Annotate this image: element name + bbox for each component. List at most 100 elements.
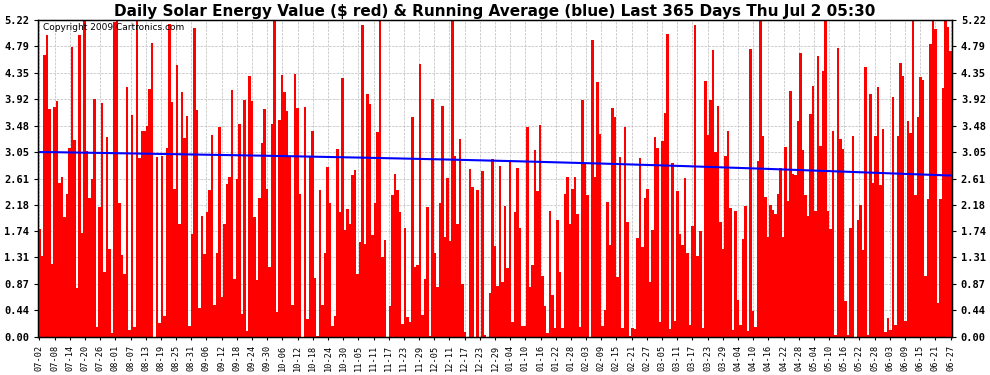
- Bar: [181, 92, 183, 337]
- Bar: [88, 198, 91, 337]
- Bar: [872, 183, 874, 337]
- Bar: [691, 226, 694, 337]
- Bar: [353, 170, 356, 337]
- Bar: [809, 114, 812, 337]
- Bar: [789, 91, 792, 337]
- Bar: [46, 35, 49, 337]
- Bar: [569, 224, 571, 337]
- Bar: [141, 131, 144, 337]
- Bar: [884, 332, 887, 337]
- Bar: [812, 86, 814, 337]
- Bar: [935, 28, 937, 337]
- Bar: [914, 195, 917, 337]
- Bar: [173, 189, 176, 337]
- Bar: [358, 242, 361, 337]
- Bar: [579, 327, 581, 337]
- Text: Copyright 2009 Cartronics.com: Copyright 2009 Cartronics.com: [43, 24, 184, 33]
- Bar: [111, 333, 113, 337]
- Bar: [634, 329, 637, 337]
- Bar: [316, 336, 319, 337]
- Bar: [877, 87, 879, 337]
- Bar: [797, 122, 799, 337]
- Bar: [414, 267, 416, 337]
- Bar: [835, 335, 837, 337]
- Bar: [904, 321, 907, 337]
- Bar: [859, 205, 861, 337]
- Bar: [39, 230, 41, 337]
- Bar: [742, 239, 744, 337]
- Bar: [78, 34, 81, 337]
- Bar: [126, 87, 129, 337]
- Bar: [366, 94, 368, 337]
- Bar: [624, 127, 627, 337]
- Bar: [529, 287, 532, 337]
- Bar: [121, 255, 124, 337]
- Bar: [368, 104, 371, 337]
- Bar: [158, 323, 160, 337]
- Bar: [504, 206, 506, 337]
- Bar: [221, 297, 224, 337]
- Bar: [946, 27, 949, 337]
- Bar: [601, 326, 604, 337]
- Bar: [846, 335, 849, 337]
- Bar: [940, 199, 941, 337]
- Bar: [401, 324, 404, 337]
- Bar: [314, 278, 316, 337]
- Bar: [689, 325, 691, 337]
- Bar: [917, 117, 920, 337]
- Bar: [546, 333, 548, 337]
- Bar: [134, 327, 136, 337]
- Bar: [489, 292, 491, 337]
- Bar: [644, 198, 646, 337]
- Bar: [331, 326, 334, 337]
- Bar: [214, 305, 216, 337]
- Bar: [501, 282, 504, 337]
- Bar: [756, 161, 759, 337]
- Bar: [697, 256, 699, 337]
- Bar: [861, 250, 864, 337]
- Bar: [740, 325, 742, 337]
- Bar: [144, 131, 146, 337]
- Bar: [609, 244, 612, 337]
- Bar: [53, 107, 55, 337]
- Bar: [586, 195, 589, 337]
- Bar: [712, 50, 714, 337]
- Bar: [746, 332, 749, 337]
- Bar: [759, 20, 761, 337]
- Bar: [522, 326, 524, 337]
- Bar: [824, 20, 827, 337]
- Bar: [849, 228, 851, 337]
- Bar: [639, 158, 642, 337]
- Bar: [306, 320, 309, 337]
- Bar: [248, 76, 250, 337]
- Bar: [163, 316, 166, 337]
- Bar: [131, 115, 134, 337]
- Bar: [702, 328, 704, 337]
- Bar: [551, 296, 553, 337]
- Bar: [73, 140, 76, 337]
- Bar: [481, 171, 484, 337]
- Bar: [146, 126, 148, 337]
- Bar: [902, 76, 904, 337]
- Bar: [176, 65, 178, 337]
- Bar: [198, 308, 201, 337]
- Bar: [548, 211, 551, 337]
- Bar: [70, 46, 73, 337]
- Bar: [556, 220, 558, 337]
- Bar: [941, 88, 944, 337]
- Bar: [484, 335, 486, 337]
- Bar: [699, 231, 702, 337]
- Bar: [93, 99, 96, 337]
- Bar: [596, 82, 599, 337]
- Bar: [432, 99, 434, 337]
- Bar: [216, 253, 219, 337]
- Bar: [714, 152, 717, 337]
- Bar: [920, 78, 922, 337]
- Bar: [617, 277, 619, 337]
- Bar: [139, 159, 141, 337]
- Bar: [437, 287, 439, 337]
- Title: Daily Solar Energy Value ($ red) & Running Average (blue) Last 365 Days Thu Jul : Daily Solar Energy Value ($ red) & Runni…: [114, 4, 876, 19]
- Bar: [694, 25, 697, 337]
- Bar: [371, 235, 373, 337]
- Bar: [607, 202, 609, 337]
